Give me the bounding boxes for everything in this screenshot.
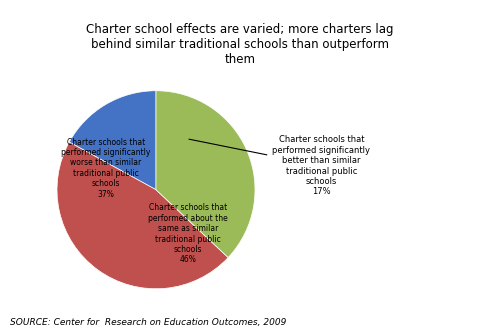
Text: Charter school effects are varied; more charters lag
behind similar traditional : Charter school effects are varied; more …: [86, 23, 394, 66]
Wedge shape: [57, 142, 228, 289]
Wedge shape: [69, 91, 156, 190]
Text: Charter schools that
performed significantly
better than similar
traditional pub: Charter schools that performed significa…: [189, 135, 371, 196]
Text: Charter schools that
performed about the
same as similar
traditional public
scho: Charter schools that performed about the…: [148, 203, 228, 264]
Text: Charter schools that
performed significantly
worse than similar
traditional publ: Charter schools that performed significa…: [61, 138, 151, 199]
Wedge shape: [156, 91, 255, 257]
Text: SOURCE: Center for  Research on Education Outcomes, 2009: SOURCE: Center for Research on Education…: [10, 318, 286, 327]
